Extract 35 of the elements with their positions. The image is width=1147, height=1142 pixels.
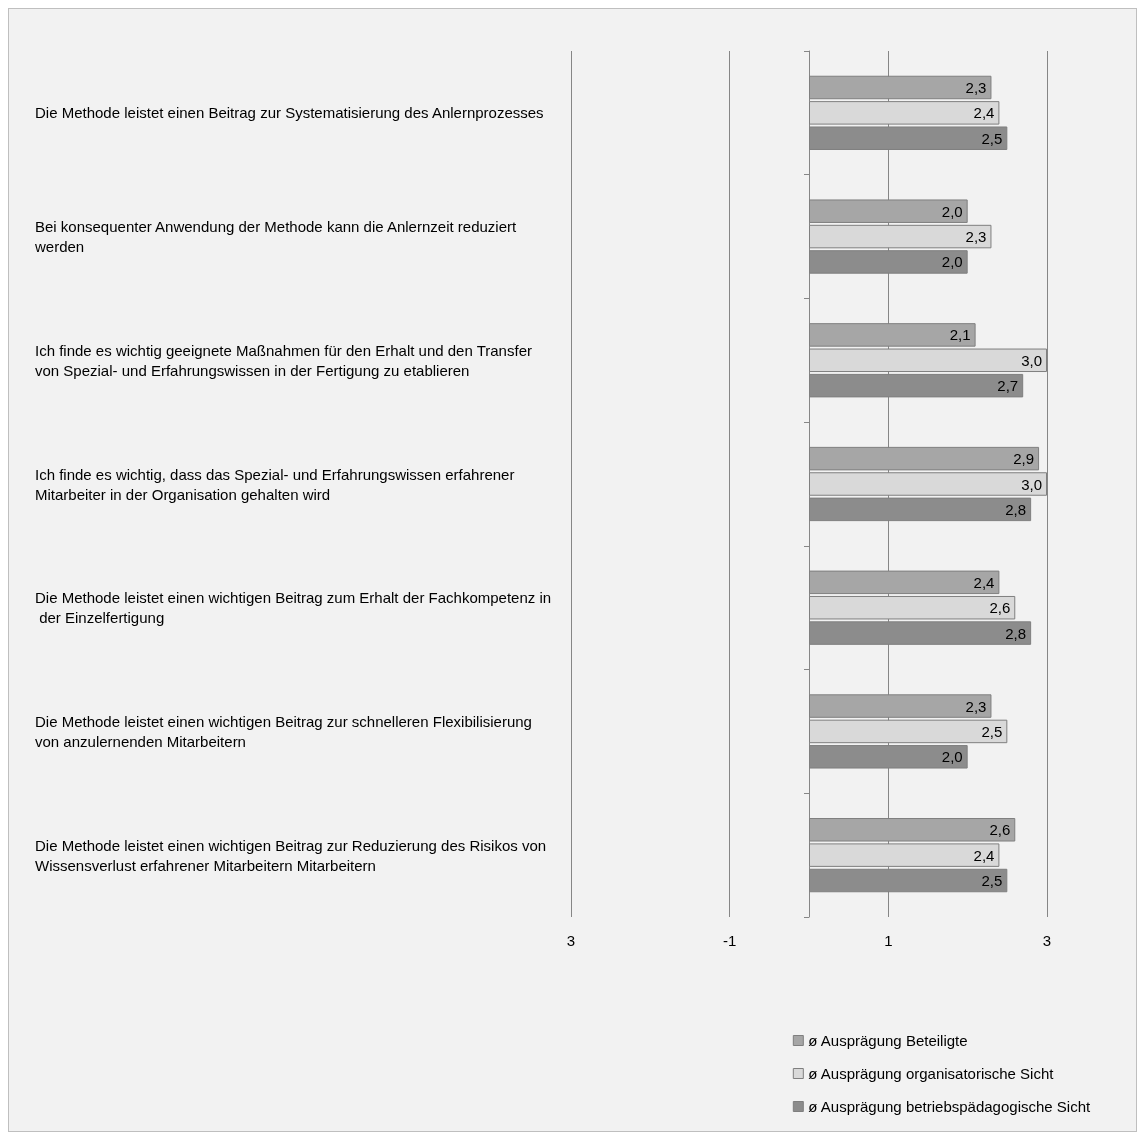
data-label: 2,0: [941, 253, 963, 271]
y-tick-label: Die Methode leistet einen Beitrag zur Systematisierung des Anlernprozesses: [35, 104, 544, 122]
data-label: 2,0: [941, 202, 963, 220]
data-label: 2,3: [965, 697, 987, 715]
data-label: 2,3: [965, 78, 987, 96]
data-label: 3,0: [1021, 351, 1042, 369]
data-label: 2,8: [1005, 500, 1027, 518]
x-tick-label: 1: [884, 932, 893, 949]
data-label: 2,0: [941, 748, 963, 766]
legend-label: ø Ausprägung organisatorische Sicht: [808, 1065, 1055, 1082]
y-tick-label: Die Methode leistet einen wichtigen Beitrag zum Erhalt der Fachkompetenz in der Einzelfertigung: [35, 589, 552, 627]
x-tick-label: -1: [722, 932, 737, 949]
x-tick-label: 3: [1042, 932, 1052, 949]
data-label: 2,6: [989, 599, 1011, 617]
data-label: 2,1: [949, 326, 971, 344]
data-label: 2,8: [1005, 624, 1027, 642]
y-tick-label: Die Methode leistet einen wichtigen Beitrag zur Reduzierung des Risikos von Wissensverlust erfahrener Mitarbeitern Mitarbeitern: [35, 836, 551, 874]
legend-label: ø Ausprägung Beteiligte: [808, 1032, 968, 1049]
data-label: 2,9: [1013, 450, 1035, 468]
legend-label: ø Ausprägung betriebspädagogische Sicht: [808, 1098, 1091, 1115]
data-label: 2,4: [973, 573, 995, 591]
data-label: 2,5: [981, 129, 1003, 147]
x-tick-label: 3: [566, 932, 576, 949]
y-tick-label: Die Methode leistet einen wichtigen Beitrag zur schnelleren Flexibilisierung von anzulernenden Mitarbeitern: [35, 712, 537, 750]
data-label: 2,4: [973, 846, 995, 864]
data-label: 2,7: [997, 377, 1019, 395]
y-tick-label: Ich finde es wichtig, dass das Spezial- und Erfahrungswissen erfahrener Mitarbeiter in der Organisation gehalten wird: [35, 465, 519, 503]
data-label: 2,3: [965, 228, 987, 246]
data-label: 2,6: [989, 821, 1011, 839]
data-label: 2,5: [981, 722, 1003, 740]
data-label: 3,0: [1021, 475, 1042, 493]
y-tick-label: Ich finde es wichtig geeignete Maßnahmen für den Erhalt und den Transfer von Spezial- und Erfahrungswissen in der Fertigung zu etablieren: [35, 341, 537, 379]
data-label: 2,4: [973, 104, 995, 122]
data-label: 2,5: [981, 872, 1003, 890]
y-tick-label: Bei konsequenter Anwendung der Methode kann die Anlernzeit reduziert werden: [34, 218, 521, 256]
